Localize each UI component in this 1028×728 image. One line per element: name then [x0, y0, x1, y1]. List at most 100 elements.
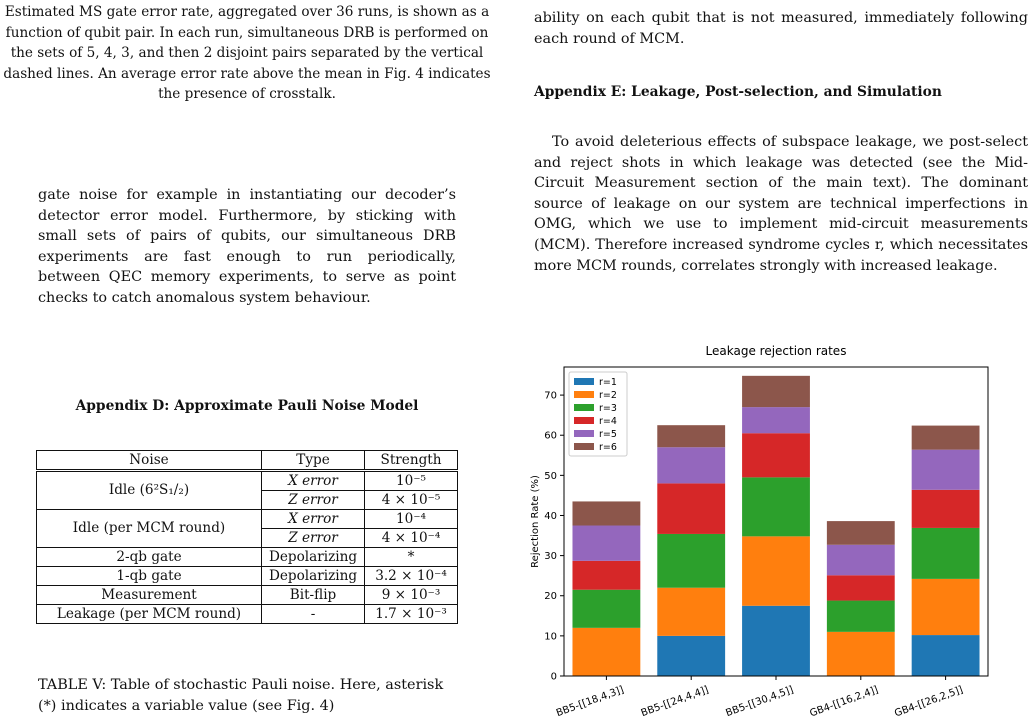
table-cell-type: Z error	[261, 528, 365, 548]
chart-bars	[572, 375, 980, 676]
bar-segment	[911, 489, 980, 528]
table-row: Z error 4 × 10⁻⁴	[37, 528, 458, 548]
bar-segment	[657, 533, 726, 588]
bar-segment	[911, 635, 980, 676]
y-tick-label: 40	[544, 511, 557, 522]
table-row: 2-qb gate Depolarizing *	[36, 547, 458, 567]
bar-segment	[657, 425, 726, 448]
y-tick-label: 30	[544, 551, 557, 562]
y-tick-label: 60	[544, 431, 557, 442]
table-cell-noise: 1-qb gate	[36, 566, 262, 586]
chart-frame	[563, 366, 989, 677]
x-tick-label: BB5-[[30,4,5]]	[724, 684, 795, 719]
table-cell-type: Depolarizing	[261, 547, 365, 567]
legend-label: r=6	[599, 442, 617, 453]
table-cell-strength: 1.7 × 10⁻³	[364, 604, 458, 624]
table-header-type: Type	[261, 450, 365, 472]
bar-segment	[657, 635, 726, 676]
legend-swatch	[574, 417, 594, 424]
table-cell-type: -	[261, 604, 365, 624]
bar-segment	[572, 501, 641, 526]
bar-segment	[826, 575, 895, 601]
table-row: Leakage (per MCM round) - 1.7 × 10⁻³	[36, 604, 458, 624]
right-paragraph: To avoid deleterious effects of subspace…	[534, 134, 1028, 274]
table-row: 1-qb gate Depolarizing 3.2 × 10⁻⁴	[36, 566, 458, 586]
bar-segment	[572, 627, 641, 676]
bar-segment	[742, 605, 810, 676]
bar-segment	[826, 544, 895, 576]
chart-y-axis: 0 10 20 30 40 50 60 70	[544, 391, 564, 683]
table-header-row: Noise Type Strength	[36, 450, 458, 472]
table-header-noise: Noise	[36, 450, 262, 472]
figure-caption: Estimated MS gate error rate, aggregated…	[3, 4, 491, 103]
x-tick-label: GB4-[[16,2,4]]	[808, 684, 880, 719]
bar-segment	[572, 525, 641, 561]
legend-label: r=3	[599, 403, 617, 414]
legend-label: r=5	[599, 429, 617, 440]
table-header-strength: Strength	[364, 450, 458, 472]
y-tick-label: 10	[544, 631, 557, 642]
table-cell-strength: 9 × 10⁻³	[364, 585, 458, 605]
bar-segment	[572, 589, 641, 628]
table-cell-strength: 4 × 10⁻⁴	[364, 528, 458, 548]
bar-segment	[657, 447, 726, 484]
bar-segment	[657, 587, 726, 636]
table-cell-noise: Idle (per MCM round)	[36, 509, 262, 548]
table-cell-type: Depolarizing	[261, 566, 365, 586]
bar-segment	[911, 578, 980, 636]
legend-swatch	[574, 391, 594, 398]
appendix-e-title: Appendix E: Leakage, Post-selection, and…	[534, 84, 942, 100]
leakage-chart-svg: Leakage rejection rates Rejection Rate (…	[530, 344, 989, 719]
x-tick-label: BB5-[[18,4,3]]	[555, 684, 626, 719]
legend-swatch	[574, 378, 594, 385]
bar-segment	[911, 527, 980, 579]
table-cell-strength: 4 × 10⁻⁵	[364, 490, 458, 510]
y-tick-label: 50	[544, 471, 557, 482]
table-cell-type: X error	[261, 509, 365, 529]
table-row: Measurement Bit-flip 9 × 10⁻³	[36, 585, 458, 605]
bar-segment	[826, 631, 895, 676]
table-cell-noise: Idle (6²S₁/₂)	[36, 470, 262, 510]
chart-legend: r=1 r=2 r=3 r=4 r=5 r=6	[568, 371, 628, 457]
table-cell-noise: 2-qb gate	[36, 547, 262, 567]
table-row: Idle (6²S₁/₂) X error 10⁻⁵	[36, 470, 458, 510]
bar-segment	[826, 600, 895, 632]
legend-swatch	[574, 430, 594, 437]
table-cell-strength: *	[364, 547, 458, 567]
bar-segment	[826, 521, 895, 545]
table-cell-strength: 3.2 × 10⁻⁴	[364, 566, 458, 586]
left-paragraph: gate noise for example in instantiating …	[38, 187, 456, 306]
bar-segment	[742, 407, 810, 434]
legend-label: r=1	[599, 377, 617, 388]
bar-segment	[572, 560, 641, 590]
legend-swatch	[574, 443, 594, 450]
table-cell-strength: 10⁻⁴	[364, 509, 458, 529]
appendix-d-title: Appendix D: Approximate Pauli Noise Mode…	[75, 398, 419, 414]
y-tick-label: 20	[544, 591, 557, 602]
bar-segment	[657, 483, 726, 534]
x-tick-label: GB4-[[26,2,5]]	[893, 684, 965, 719]
right-top-text: ability on each qubit that is not measur…	[534, 10, 1028, 47]
legend-swatch	[574, 404, 594, 411]
leakage-chart: Leakage rejection rates Rejection Rate (…	[514, 336, 1008, 728]
noise-table: Noise Type Strength Idle (6²S₁/₂) X erro…	[36, 450, 458, 624]
bar-segment	[742, 433, 810, 478]
table-row: Idle (per MCM round) X error 10⁻⁴	[36, 509, 458, 548]
legend-label: r=4	[599, 416, 617, 427]
x-tick-label: BB5-[[24,4,4]]	[640, 684, 711, 719]
bar-segment	[911, 425, 980, 450]
table-cell-type: Z error	[261, 490, 365, 510]
table-cell-type: X error	[261, 470, 365, 491]
y-tick-label: 0	[551, 672, 557, 683]
chart-x-axis: BB5-[[18,4,3]] BB5-[[24,4,4]] BB5-[[30,4,5…	[555, 676, 965, 719]
y-tick-label: 70	[544, 391, 557, 402]
table-cell-noise: Measurement	[36, 585, 262, 605]
table-caption: TABLE V: Table of stochastic Pauli noise…	[38, 677, 444, 714]
chart-title: Leakage rejection rates	[706, 344, 847, 358]
bar-segment	[742, 375, 810, 408]
table-cell-noise: Leakage (per MCM round)	[36, 604, 262, 624]
bar-segment	[911, 449, 980, 490]
bar-segment	[742, 477, 810, 537]
table-row: Z error 4 × 10⁻⁵	[37, 490, 458, 510]
chart-y-axis-label: Rejection Rate (%)	[530, 475, 541, 568]
